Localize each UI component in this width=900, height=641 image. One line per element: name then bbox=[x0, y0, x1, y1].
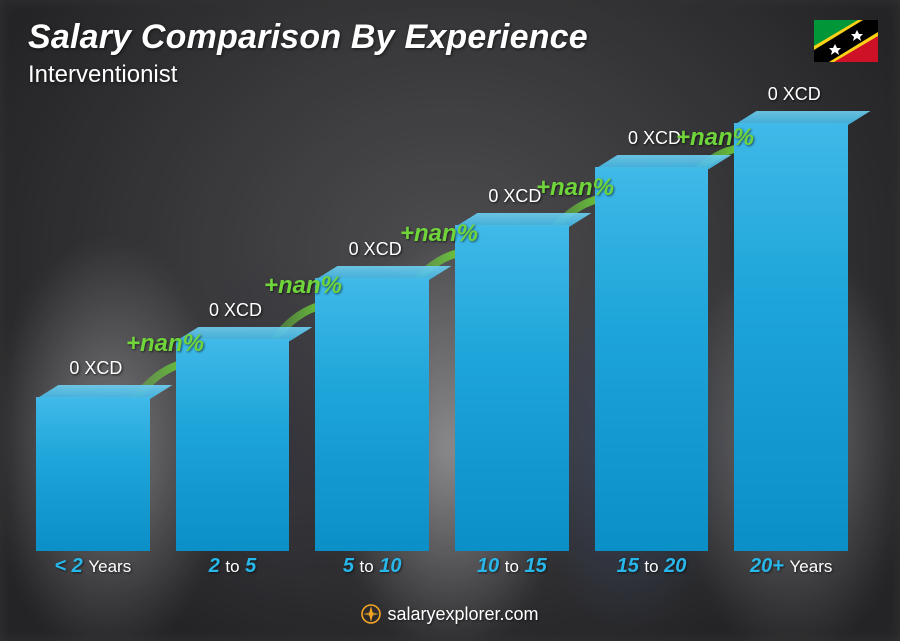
bar bbox=[176, 339, 290, 551]
bar bbox=[455, 225, 569, 551]
source-text: salaryexplorer.com bbox=[387, 604, 538, 625]
bar-slot: 0 XCD bbox=[734, 110, 848, 551]
source-attribution: salaryexplorer.com bbox=[361, 604, 538, 625]
bar-value-label: 0 XCD bbox=[176, 300, 296, 321]
growth-arrow-label: +nan% bbox=[400, 220, 478, 248]
page-subtitle: Interventionist bbox=[28, 61, 800, 89]
x-label: < 2 Years bbox=[36, 555, 150, 585]
bar-value-label: 0 XCD bbox=[36, 358, 156, 379]
x-label: 10 to 15 bbox=[455, 555, 569, 585]
page-title: Salary Comparison By Experience bbox=[28, 18, 800, 57]
compass-icon bbox=[361, 604, 381, 624]
bar bbox=[734, 123, 848, 551]
x-label: 5 to 10 bbox=[315, 555, 429, 585]
bar bbox=[595, 167, 709, 551]
footer: salaryexplorer.com bbox=[0, 604, 900, 630]
header: Salary Comparison By Experience Interven… bbox=[28, 18, 800, 89]
bar bbox=[315, 278, 429, 551]
chart-container: Salary Comparison By Experience Interven… bbox=[0, 0, 900, 641]
growth-arrow-label: +nan% bbox=[264, 272, 342, 300]
bar bbox=[36, 397, 150, 551]
country-flag-icon bbox=[814, 20, 878, 62]
bar-value-label: 0 XCD bbox=[734, 84, 854, 105]
bar-slot: 0 XCD bbox=[315, 110, 429, 551]
growth-arrow-label: +nan% bbox=[126, 330, 204, 358]
x-label: 20+ Years bbox=[734, 555, 848, 585]
chart-area: 0 XCD0 XCD0 XCD0 XCD0 XCD0 XCD < 2 Years… bbox=[36, 110, 848, 585]
x-label: 15 to 20 bbox=[595, 555, 709, 585]
growth-arrow-label: +nan% bbox=[676, 124, 754, 152]
growth-arrow-label: +nan% bbox=[536, 174, 614, 202]
x-axis-labels: < 2 Years 2 to 5 5 to 10 10 to 15 15 to 20 20… bbox=[36, 555, 848, 585]
x-label: 2 to 5 bbox=[176, 555, 290, 585]
